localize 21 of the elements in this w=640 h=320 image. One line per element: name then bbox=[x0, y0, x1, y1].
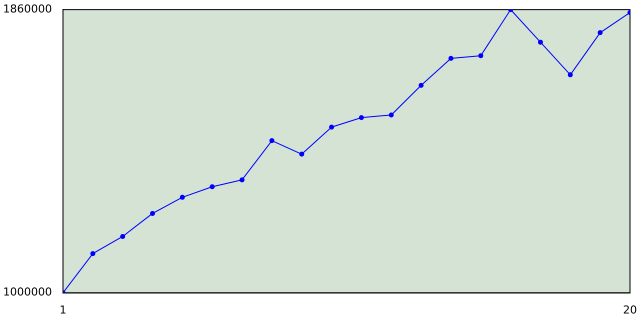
x-tick-label: 1 bbox=[59, 303, 66, 316]
x-tick-label: 20 bbox=[623, 303, 637, 316]
point bbox=[210, 184, 215, 190]
point bbox=[538, 40, 543, 45]
point bbox=[448, 56, 454, 61]
y-tick-label: 1860000 bbox=[2, 2, 52, 16]
point bbox=[568, 72, 573, 78]
point bbox=[120, 234, 126, 239]
point bbox=[418, 82, 424, 88]
point bbox=[358, 115, 364, 120]
point bbox=[299, 152, 304, 157]
point bbox=[180, 194, 185, 200]
point bbox=[240, 177, 245, 182]
point bbox=[90, 251, 96, 256]
point bbox=[150, 210, 156, 216]
point bbox=[478, 53, 484, 58]
y-tick-label: 1000000 bbox=[2, 286, 52, 299]
point bbox=[269, 138, 274, 144]
point bbox=[388, 112, 394, 118]
point bbox=[329, 124, 334, 130]
point bbox=[598, 30, 603, 36]
